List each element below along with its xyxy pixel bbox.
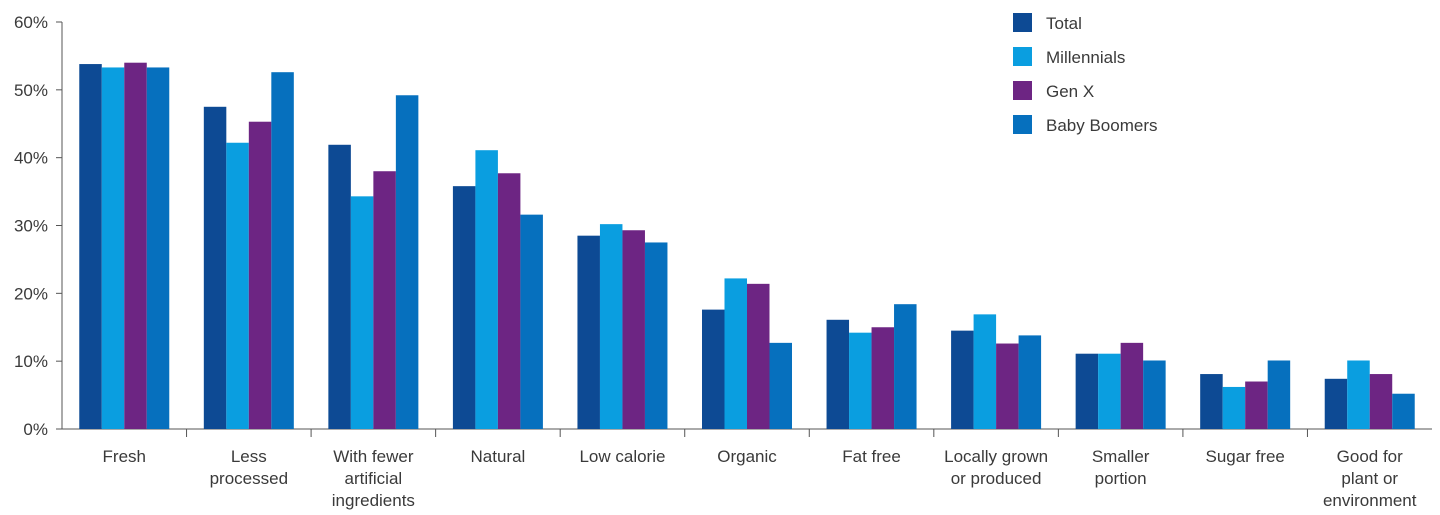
bar: Millennials – Low calorie: 30.2% bbox=[599, 224, 623, 429]
x-tick-label: Smaller portion bbox=[1092, 447, 1150, 488]
x-tick-label: With fewer artificial ingredients bbox=[332, 447, 415, 510]
y-tick-label: 30% bbox=[14, 217, 48, 236]
bar: Millennials – Sugar free: 6.2% bbox=[1222, 386, 1246, 429]
bar: Millennials – Locally grown or produced:… bbox=[973, 314, 997, 429]
y-tick-label: 0% bbox=[23, 420, 48, 439]
x-tick-label: Organic bbox=[717, 447, 777, 466]
legend-swatch bbox=[1013, 81, 1032, 100]
bar: Gen X – Natural: 37.7% bbox=[497, 173, 521, 429]
x-axis: Fresh Less processed With fewer artificial in… bbox=[62, 428, 1432, 510]
bar: Gen X – Fat free: 15% bbox=[871, 327, 895, 429]
bar: Baby Boomers – Fresh: 53.3% bbox=[146, 67, 170, 429]
bar: Baby Boomers – Fat free: 18.4% bbox=[894, 304, 917, 429]
bar: Baby Boomers – Smaller portion: 10.1% bbox=[1143, 360, 1166, 429]
bar: Gen X – Less processed: 45.3% bbox=[248, 121, 272, 429]
bar: Total – Locally grown or produced: 14.5% bbox=[951, 330, 974, 429]
y-tick-label: 10% bbox=[14, 352, 48, 371]
legend-swatch bbox=[1013, 115, 1032, 134]
legend: Total Millennials Gen X Baby Boomers bbox=[1013, 13, 1158, 135]
bar: Gen X – Low calorie: 29.3% bbox=[622, 230, 645, 429]
bar: Millennials – With fewer artificial ingr… bbox=[350, 196, 374, 429]
x-tick-label: Fresh bbox=[103, 447, 146, 466]
bar: Total – Fat free: 16.1% bbox=[826, 319, 850, 429]
bar: Baby Boomers – Organic: 12.7% bbox=[769, 342, 792, 429]
x-tick-label: Low calorie bbox=[579, 447, 665, 466]
bar: Gen X – Organic: 21.4% bbox=[747, 283, 770, 429]
bar: Millennials – Smaller portion: 11.1% bbox=[1098, 353, 1121, 429]
x-tick-label: Good for plant or environment bbox=[1323, 447, 1417, 510]
x-tick-label: Fat free bbox=[842, 447, 901, 466]
bar: Gen X – Good for plant or environment: 8… bbox=[1369, 374, 1393, 429]
bar: Baby Boomers – Sugar free: 10.1% bbox=[1267, 360, 1291, 429]
bar: Baby Boomers – Low calorie: 27.5% bbox=[644, 242, 668, 429]
y-tick-label: 50% bbox=[14, 81, 48, 100]
y-tick-label: 60% bbox=[14, 13, 48, 32]
bar: Gen X – Fresh: 54% bbox=[124, 62, 147, 429]
bar: Total – Natural: 35.8% bbox=[452, 186, 476, 429]
bar: Total – Organic: 17.6% bbox=[702, 309, 725, 429]
x-tick-label: Natural bbox=[471, 447, 526, 466]
legend-label: Total bbox=[1046, 14, 1082, 33]
bar: Millennials – Organic: 22.2% bbox=[724, 278, 747, 429]
bar: Baby Boomers – With fewer artificial ing… bbox=[395, 95, 419, 429]
bar: Total – Less processed: 47.5% bbox=[203, 106, 227, 430]
legend-label: Gen X bbox=[1046, 82, 1094, 101]
bar: Baby Boomers – Locally grown or produced… bbox=[1018, 335, 1042, 429]
bar: Millennials – Less processed: 42.2% bbox=[226, 142, 249, 429]
bar: Gen X – With fewer artificial ingredient… bbox=[373, 171, 396, 429]
bar: Gen X – Sugar free: 7% bbox=[1245, 381, 1268, 429]
bar: Millennials – Good for plant or environm… bbox=[1347, 360, 1370, 429]
bar: Baby Boomers – Good for plant or environ… bbox=[1392, 393, 1415, 429]
bar: Total – Low calorie: 28.5% bbox=[577, 235, 600, 429]
x-tick-label: Locally grown or produced bbox=[944, 447, 1048, 488]
bar: Baby Boomers – Less processed: 52.6% bbox=[271, 72, 294, 430]
bar: Total – Smaller portion: 11.1% bbox=[1075, 353, 1099, 429]
x-tick-label: Sugar free bbox=[1205, 447, 1284, 466]
bar: Gen X – Smaller portion: 12.7% bbox=[1120, 342, 1144, 429]
y-axis: 0% 10% 20% 30% 40% 50% 60% bbox=[14, 13, 63, 439]
legend-swatch bbox=[1013, 13, 1032, 32]
y-tick-label: 40% bbox=[14, 149, 48, 168]
bars: Total – Fresh: 53.8%Millennials – Fresh:… bbox=[79, 62, 1415, 430]
bar: Gen X – Locally grown or produced: 12.6% bbox=[996, 343, 1019, 429]
bar: Total – Fresh: 53.8% bbox=[79, 64, 102, 429]
bar: Total – With fewer artificial ingredient… bbox=[328, 144, 351, 430]
legend-label: Baby Boomers bbox=[1046, 116, 1158, 135]
bar: Millennials – Natural: 41.1% bbox=[475, 150, 498, 429]
bar: Millennials – Fat free: 14.2% bbox=[849, 332, 872, 429]
y-tick-label: 20% bbox=[14, 284, 48, 303]
legend-swatch bbox=[1013, 47, 1032, 66]
x-tick-label: Less processed bbox=[210, 447, 288, 488]
bar: Millennials – Fresh: 53.3% bbox=[101, 67, 125, 429]
bar: Baby Boomers – Natural: 31.6% bbox=[520, 214, 543, 429]
bar: Total – Sugar free: 8.1% bbox=[1200, 374, 1223, 429]
bar: Total – Good for plant or environment: 7… bbox=[1324, 378, 1348, 429]
legend-label: Millennials bbox=[1046, 48, 1125, 67]
